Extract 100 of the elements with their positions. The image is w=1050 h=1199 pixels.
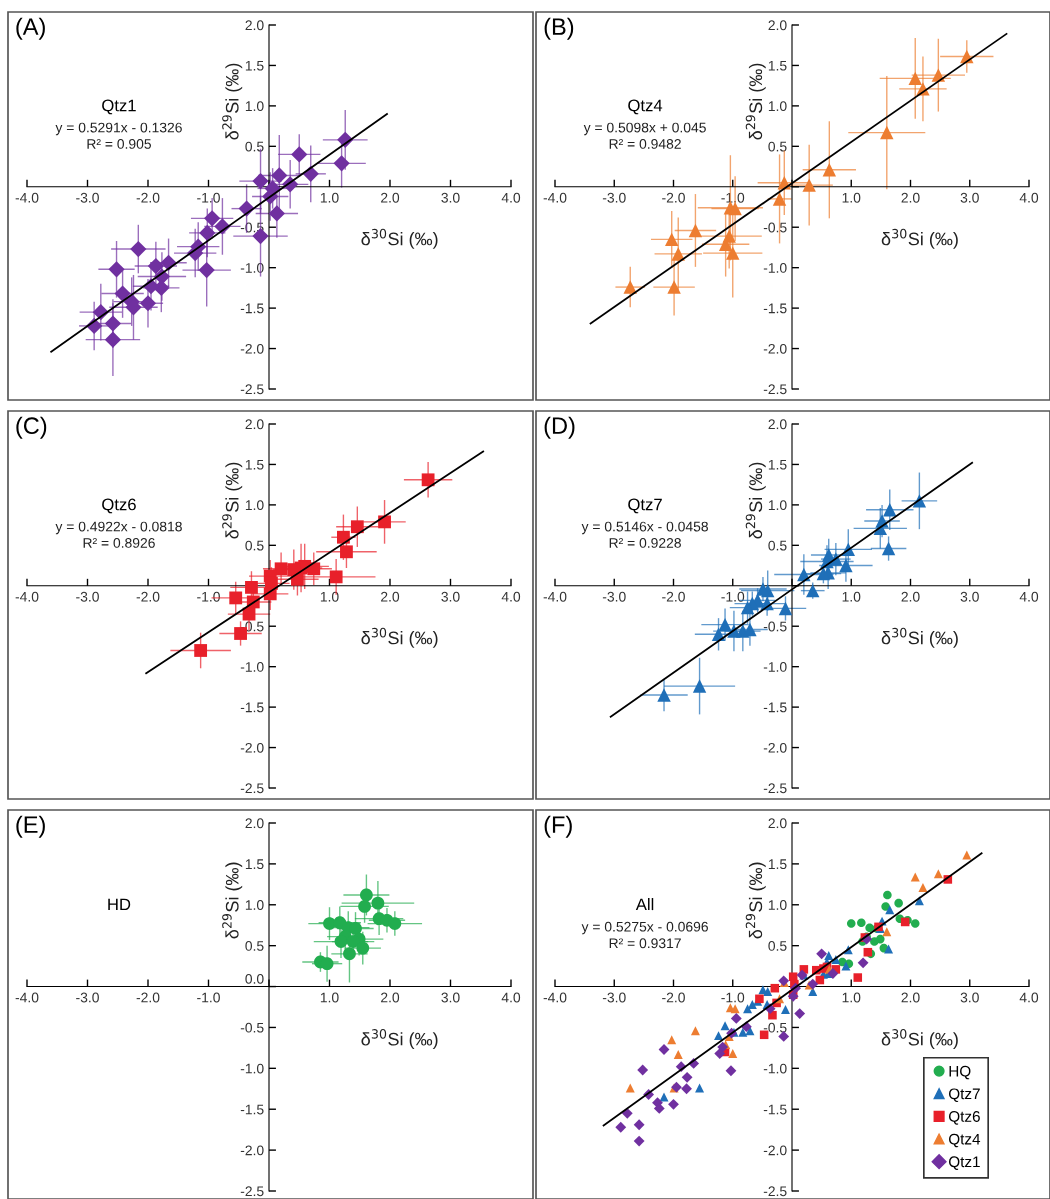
x-tick-label: 1.0 bbox=[320, 192, 339, 203]
x-tick-label: 1.0 bbox=[842, 992, 861, 1003]
y-tick-label: 2.0 bbox=[768, 20, 787, 31]
y-tick-label: 2.0 bbox=[768, 818, 787, 829]
x-tick-label: -4.0 bbox=[543, 591, 567, 602]
y-tick-label: 0.5 bbox=[245, 141, 264, 152]
x-tick-label: 3.0 bbox=[441, 591, 460, 602]
annotation: y = 0.4922x - 0.0818 bbox=[55, 521, 182, 535]
x-tick-label: 2.0 bbox=[901, 591, 920, 602]
x-axis-title: δ$^{30}$Si (‰) bbox=[881, 228, 958, 249]
x-axis-title: δ$^{30}$Si (‰) bbox=[881, 627, 958, 648]
legend-label: Qtz4 bbox=[949, 1133, 981, 1148]
y-tick-label: 1.0 bbox=[245, 900, 264, 910]
y-axis-title: δ$^{29}$Si (‰) bbox=[745, 63, 766, 140]
y-tick-label: -1.5 bbox=[763, 702, 787, 713]
x-tick-label: 3.0 bbox=[960, 192, 979, 203]
x-tick-label: -2.0 bbox=[662, 192, 685, 203]
x-tick-label: -3.0 bbox=[602, 192, 626, 203]
x-tick-label: 4.0 bbox=[1019, 591, 1039, 602]
x-tick-label: -1.0 bbox=[197, 992, 220, 1003]
y-axis-title: δ$^{29}$Si (‰) bbox=[222, 862, 243, 939]
legend-label: Qtz1 bbox=[949, 1156, 980, 1170]
y-tick-label: -2.0 bbox=[240, 742, 264, 753]
legend-label: HQ bbox=[949, 1065, 971, 1080]
chart-title: (B) bbox=[544, 17, 574, 40]
x-tick-label: -2.0 bbox=[662, 591, 685, 602]
y-tick-label: -2.0 bbox=[763, 343, 787, 354]
annotation: R² = 0.9482 bbox=[609, 139, 681, 149]
y-axis-title: δ$^{29}$Si (‰) bbox=[222, 63, 243, 140]
x-tick-label: -4.0 bbox=[543, 192, 567, 203]
chart-title: (C) bbox=[16, 416, 47, 439]
x-axis-title: δ$^{30}$Si (‰) bbox=[361, 627, 438, 648]
annotation: Qtz7 bbox=[628, 498, 662, 514]
x-tick-label: 3.0 bbox=[441, 992, 460, 1003]
y-tick-label: -2.0 bbox=[763, 742, 787, 753]
x-tick-label: 1.0 bbox=[320, 591, 339, 602]
x-tick-label: -2.0 bbox=[136, 192, 160, 203]
x-axis-title: δ$^{30}$Si (‰) bbox=[881, 1029, 958, 1050]
x-tick-label: 4.0 bbox=[501, 992, 521, 1003]
x-tick-label: -3.0 bbox=[76, 192, 99, 203]
annotation: HD bbox=[108, 898, 131, 911]
y-tick-label: -2.5 bbox=[240, 384, 264, 395]
x-tick-label: 4.0 bbox=[501, 192, 521, 203]
y-tick-label: -0.5 bbox=[763, 1022, 787, 1033]
y-tick-label: -1.0 bbox=[763, 662, 787, 672]
y-tick-label: -1.0 bbox=[240, 662, 264, 672]
x-tick-label: 2.0 bbox=[901, 992, 920, 1003]
x-tick-label: -2.0 bbox=[136, 992, 160, 1003]
x-tick-label: -2.0 bbox=[662, 992, 685, 1003]
y-tick-label: 1.5 bbox=[245, 859, 264, 870]
chart-title: (F) bbox=[544, 815, 572, 838]
x-axis-title: δ$^{30}$Si (‰) bbox=[361, 1029, 438, 1050]
y-tick-label: 1.5 bbox=[768, 60, 787, 71]
annotation: y = 0.5275x - 0.0696 bbox=[581, 921, 708, 935]
x-tick-label: 3.0 bbox=[441, 192, 460, 203]
y-tick-label: 0.5 bbox=[768, 540, 787, 551]
x-tick-label: 1.0 bbox=[842, 591, 861, 602]
y-tick-label: 1.0 bbox=[245, 101, 264, 112]
y-tick-label: -1.0 bbox=[240, 1063, 264, 1074]
y-tick-label: -2.5 bbox=[763, 384, 787, 395]
x-tick-label: 1.0 bbox=[320, 992, 339, 1003]
annotation: Qtz4 bbox=[628, 99, 663, 115]
x-axis-title: δ$^{30}$Si (‰) bbox=[361, 228, 438, 249]
x-tick-label: -1.0 bbox=[197, 591, 220, 602]
x-tick-label: -1.0 bbox=[721, 992, 745, 1003]
legend-label: Qtz6 bbox=[949, 1111, 980, 1125]
x-tick-label: -1.0 bbox=[197, 192, 220, 203]
y-tick-label: -1.5 bbox=[763, 1104, 787, 1115]
x-tick-label: 3.0 bbox=[960, 591, 979, 602]
y-axis-title: δ$^{29}$Si (‰) bbox=[745, 862, 766, 939]
annotation: R² = 0.9228 bbox=[609, 538, 681, 548]
y-tick-label: -2.0 bbox=[240, 1145, 264, 1156]
annotation: y = 0.5146x - 0.0458 bbox=[581, 521, 708, 535]
annotation: y = 0.5291x - 0.1326 bbox=[55, 122, 182, 136]
chart-title: (D) bbox=[544, 416, 575, 439]
y-tick-label: -1.5 bbox=[240, 702, 264, 713]
x-tick-label: -1.0 bbox=[721, 591, 745, 602]
annotation: R² = 0.905 bbox=[87, 139, 151, 149]
y-tick-label: 0.5 bbox=[245, 941, 264, 951]
y-tick-label: -2.0 bbox=[763, 1145, 787, 1156]
x-tick-label: 2.0 bbox=[381, 992, 400, 1003]
x-tick-label: 4.0 bbox=[1019, 992, 1039, 1003]
y-axis-title: δ$^{29}$Si (‰) bbox=[745, 462, 766, 539]
x-tick-label: -4.0 bbox=[15, 192, 39, 203]
y-tick-label: 1.0 bbox=[245, 500, 264, 511]
y-tick-label: -2.5 bbox=[763, 1186, 787, 1197]
y-tick-label: 1.5 bbox=[245, 60, 264, 71]
x-tick-label: -2.0 bbox=[136, 591, 160, 602]
y-tick-label: 1.5 bbox=[245, 459, 264, 470]
x-tick-label: -3.0 bbox=[76, 591, 99, 602]
y-tick-label: -1.0 bbox=[763, 1063, 787, 1074]
x-tick-label: -3.0 bbox=[602, 992, 626, 1003]
y-tick-label: -0.5 bbox=[240, 1022, 264, 1033]
y-tick-label: 1.0 bbox=[768, 500, 787, 511]
y-tick-label: -2.0 bbox=[240, 343, 264, 354]
y-tick-label: 0.5 bbox=[768, 941, 787, 951]
x-tick-label: -4.0 bbox=[15, 591, 39, 602]
y-tick-label: 2.0 bbox=[245, 419, 264, 430]
y-tick-label: 0.5 bbox=[245, 540, 264, 551]
annotation: y = 0.5098x + 0.045 bbox=[583, 122, 706, 136]
